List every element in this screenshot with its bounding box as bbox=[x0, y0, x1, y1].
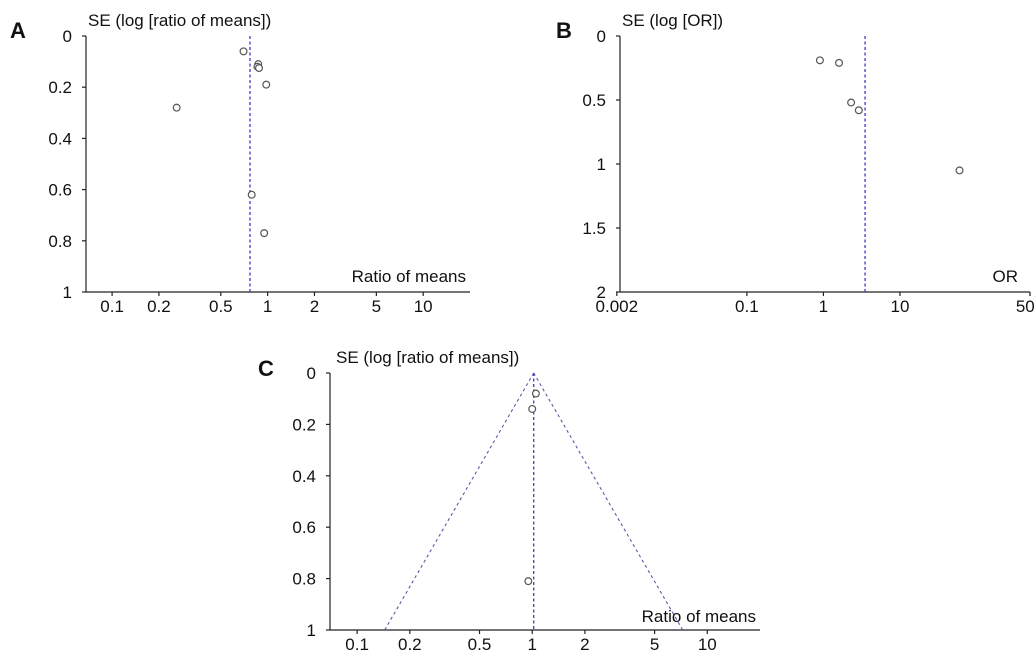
x-tick-label: 5 bbox=[650, 635, 659, 652]
y-tick-label: 1.5 bbox=[582, 219, 606, 238]
y-tick-label: 0.4 bbox=[48, 129, 72, 148]
study-point bbox=[528, 404, 537, 413]
y-tick-label: 0.8 bbox=[48, 232, 72, 251]
study-point bbox=[524, 577, 533, 586]
x-axis-title: Ratio of means bbox=[352, 267, 466, 286]
y-tick-label: 2 bbox=[597, 283, 606, 302]
funnel-left-limit bbox=[384, 372, 535, 631]
study-point bbox=[854, 106, 863, 115]
x-tick-label: 0.2 bbox=[147, 297, 171, 316]
y-tick-label: 0.5 bbox=[582, 91, 606, 110]
y-tick-label: 0 bbox=[63, 27, 72, 46]
x-tick-label: 10 bbox=[890, 297, 909, 316]
study-point bbox=[262, 80, 271, 89]
y-tick-label: 0.6 bbox=[292, 518, 316, 537]
study-point bbox=[531, 389, 540, 398]
panel-letter: A bbox=[10, 18, 26, 43]
x-tick-label: 2 bbox=[310, 297, 319, 316]
study-point bbox=[247, 190, 256, 199]
x-tick-label: 10 bbox=[698, 635, 717, 652]
y-tick-label: 0.4 bbox=[292, 467, 316, 486]
x-tick-label: 0.5 bbox=[468, 635, 492, 652]
y-tick-label: 0 bbox=[597, 27, 606, 46]
y-tick-label: 0.2 bbox=[292, 415, 316, 434]
x-tick-label: 0.1 bbox=[100, 297, 124, 316]
panel-letter: C bbox=[258, 356, 274, 381]
panel-a: A 0 0.2 0.4 0.6 0.8 1 0.1 0.2 0.5 1 2 5 10 SE (log [ra… bbox=[10, 11, 470, 316]
y-axis-title: SE (log [ratio of means]) bbox=[336, 348, 519, 367]
y-tick-label: 0.6 bbox=[48, 181, 72, 200]
study-point bbox=[847, 98, 856, 107]
x-tick-label: 0.5 bbox=[209, 297, 233, 316]
x-tick-label: 1 bbox=[819, 297, 828, 316]
study-point bbox=[255, 63, 264, 72]
x-tick-label: 0.2 bbox=[398, 635, 422, 652]
study-point bbox=[260, 229, 269, 238]
study-point bbox=[239, 47, 248, 56]
y-tick-label: 0 bbox=[307, 364, 316, 383]
y-tick-label: 0.8 bbox=[292, 570, 316, 589]
x-tick-label: 500 bbox=[1016, 297, 1034, 316]
y-axis-title: SE (log [ratio of means]) bbox=[88, 11, 271, 30]
x-tick-label: 0.1 bbox=[735, 297, 759, 316]
x-tick-label: 1 bbox=[527, 635, 536, 652]
x-tick-label: 2 bbox=[580, 635, 589, 652]
x-axis-title: Ratio of means bbox=[642, 607, 756, 626]
y-tick-label: 1 bbox=[307, 621, 316, 640]
panel-letter: B bbox=[556, 18, 572, 43]
x-axis-title: OR bbox=[993, 267, 1019, 286]
funnel-right-limit bbox=[533, 372, 684, 631]
x-tick-label: 1 bbox=[263, 297, 272, 316]
study-point bbox=[835, 58, 844, 67]
y-tick-label: 1 bbox=[597, 155, 606, 174]
x-tick-label: 5 bbox=[372, 297, 381, 316]
x-tick-label: 0.1 bbox=[345, 635, 369, 652]
panel-c: C 0 0.2 0.4 0.6 0.8 1 0.1 0.2 0.5 1 2 5 10 SE (log [ra… bbox=[258, 348, 760, 654]
y-tick-label: 1 bbox=[63, 283, 72, 302]
y-axis-title: SE (log [OR]) bbox=[622, 11, 723, 30]
panel-b: B 0 0.5 1 1.5 20.002 0.1 1 10 500 SE (log [OR]) OR bbox=[556, 11, 1034, 316]
study-point bbox=[955, 166, 964, 175]
study-point bbox=[815, 56, 824, 65]
x-tick-label: 0.002 bbox=[596, 297, 639, 316]
x-tick-label: 10 bbox=[414, 297, 433, 316]
study-point bbox=[172, 103, 181, 112]
y-tick-label: 0.2 bbox=[48, 78, 72, 97]
